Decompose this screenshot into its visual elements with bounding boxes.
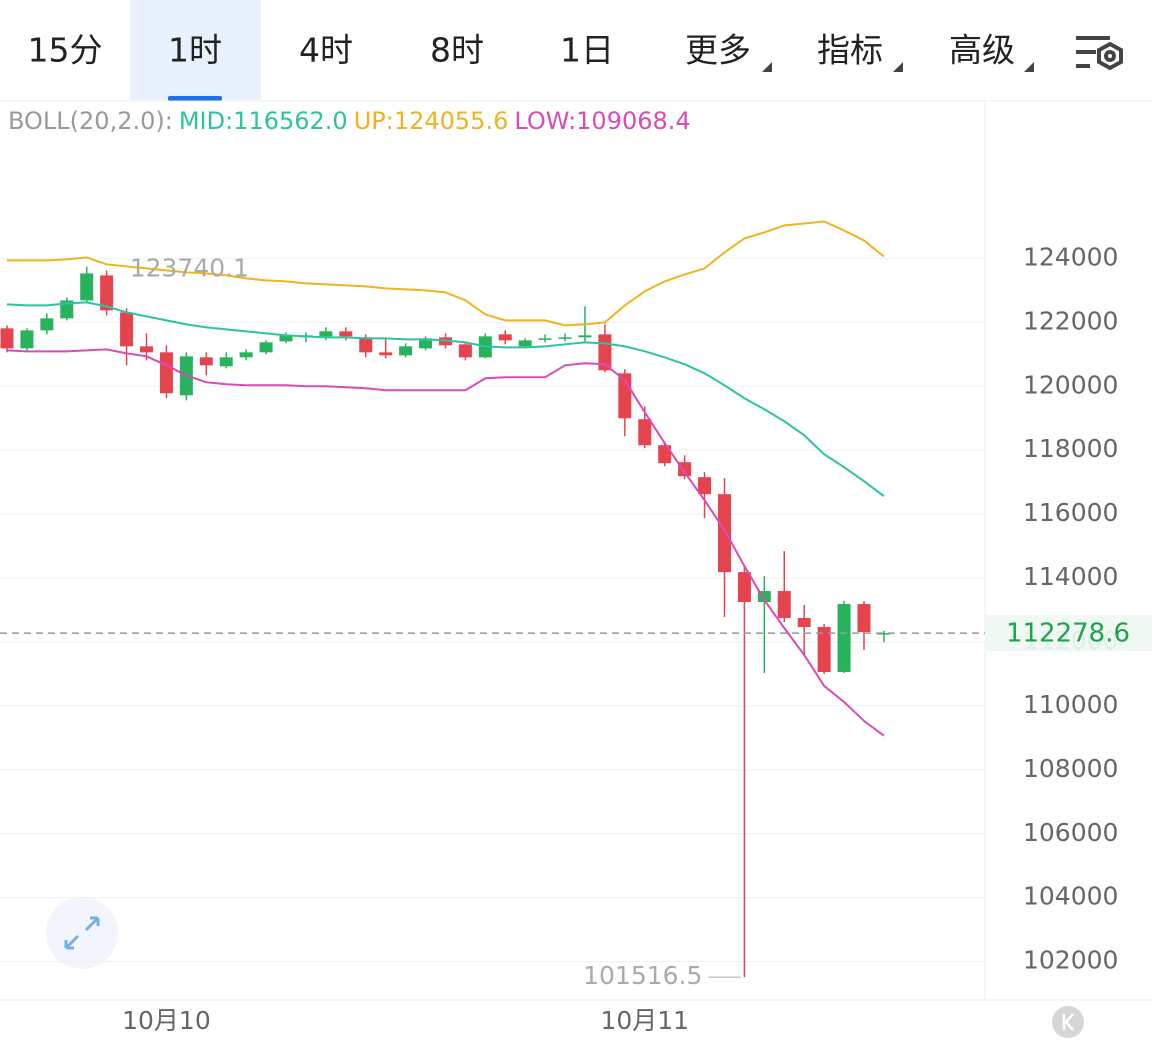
candle-body <box>159 352 173 394</box>
candle-body <box>120 312 134 347</box>
candle-body <box>219 357 233 367</box>
candle-body <box>518 340 532 347</box>
candle-body <box>359 337 373 353</box>
candle-body <box>239 352 253 358</box>
candle-body <box>558 337 572 339</box>
y-tick-label: 122000 <box>1023 306 1118 335</box>
expand-button[interactable] <box>46 897 118 969</box>
k-button[interactable] <box>1052 1006 1084 1038</box>
candle-body <box>339 331 353 337</box>
candle-body <box>40 318 54 331</box>
candle-body <box>319 331 333 337</box>
x-tick-label: 10月10 <box>122 1006 211 1035</box>
high-annotation: 123740.1 <box>130 254 249 283</box>
candle-body <box>80 273 94 301</box>
boll-line <box>6 301 885 497</box>
active-tab-bg <box>130 0 261 100</box>
low-annotation: 101516.5 <box>583 961 702 990</box>
legend-indicator: BOLL(20,2.0): <box>8 107 173 135</box>
candle-body <box>399 346 413 356</box>
tab[interactable]: 4时 <box>299 31 353 70</box>
dropdown-arrows <box>762 62 1034 72</box>
candle-body <box>438 337 452 346</box>
candle-body <box>379 352 393 356</box>
candle-body <box>60 300 74 319</box>
legend-entry: UP:124055.6 <box>354 107 509 135</box>
tab[interactable]: 更多 <box>685 31 751 70</box>
candle-body <box>0 328 14 349</box>
candle-body <box>817 627 831 672</box>
candle-body <box>797 618 811 628</box>
candle-body <box>259 342 273 353</box>
boll-line <box>6 348 885 737</box>
candle-body <box>857 604 871 633</box>
tab[interactable]: 高级 <box>949 31 1015 70</box>
candle-body <box>777 591 791 619</box>
x-tick-label: 10月11 <box>600 1006 689 1035</box>
y-tick-label: 108000 <box>1023 754 1118 783</box>
y-tick-label: 106000 <box>1023 818 1118 847</box>
candle-body <box>498 334 512 341</box>
last-price-label: 112278.6 <box>1006 619 1130 649</box>
candle-body <box>757 591 771 603</box>
tab[interactable]: 15分 <box>28 31 103 70</box>
y-tick-label: 116000 <box>1023 498 1118 527</box>
tab[interactable]: 指标 <box>817 31 883 70</box>
candle-body <box>20 330 34 349</box>
candle-body <box>279 335 293 342</box>
y-tick-label: 102000 <box>1023 946 1118 975</box>
tab[interactable]: 1日 <box>560 31 614 70</box>
legend-entry: MID:116562.0 <box>179 107 348 135</box>
y-tick-label: 110000 <box>1023 690 1118 719</box>
settings-icon[interactable] <box>1076 36 1123 71</box>
y-tick-label: 120000 <box>1023 370 1118 399</box>
candle-body <box>140 346 154 353</box>
y-tick-label: 114000 <box>1023 562 1118 591</box>
plot-area <box>0 220 985 978</box>
candle-body <box>638 419 652 446</box>
y-tick-label: 104000 <box>1023 882 1118 911</box>
tab[interactable]: 8时 <box>430 31 484 70</box>
tab[interactable]: 1时 <box>168 31 222 70</box>
boll-line <box>7 220 885 327</box>
candle-body <box>837 604 851 672</box>
candle-body <box>877 633 891 635</box>
active-tab-indicator <box>168 96 222 101</box>
legend: BOLL(20,2.0): MID:116562.0 UP:124055.6 LOW:… <box>8 107 691 135</box>
candle-body <box>737 572 751 603</box>
candle-body <box>698 477 712 495</box>
candle-body <box>658 445 672 464</box>
candle-body <box>717 494 731 573</box>
candle-body <box>578 335 592 338</box>
candle-body <box>100 275 114 311</box>
candle-body <box>199 357 213 366</box>
y-tick-label: 118000 <box>1023 434 1118 463</box>
candle-body <box>458 344 472 358</box>
candle-body <box>538 338 552 340</box>
last-price-box <box>986 615 1152 652</box>
y-tick-label: 124000 <box>1023 242 1118 271</box>
candle-body <box>419 338 433 349</box>
legend-entry: LOW:109068.4 <box>514 107 690 135</box>
